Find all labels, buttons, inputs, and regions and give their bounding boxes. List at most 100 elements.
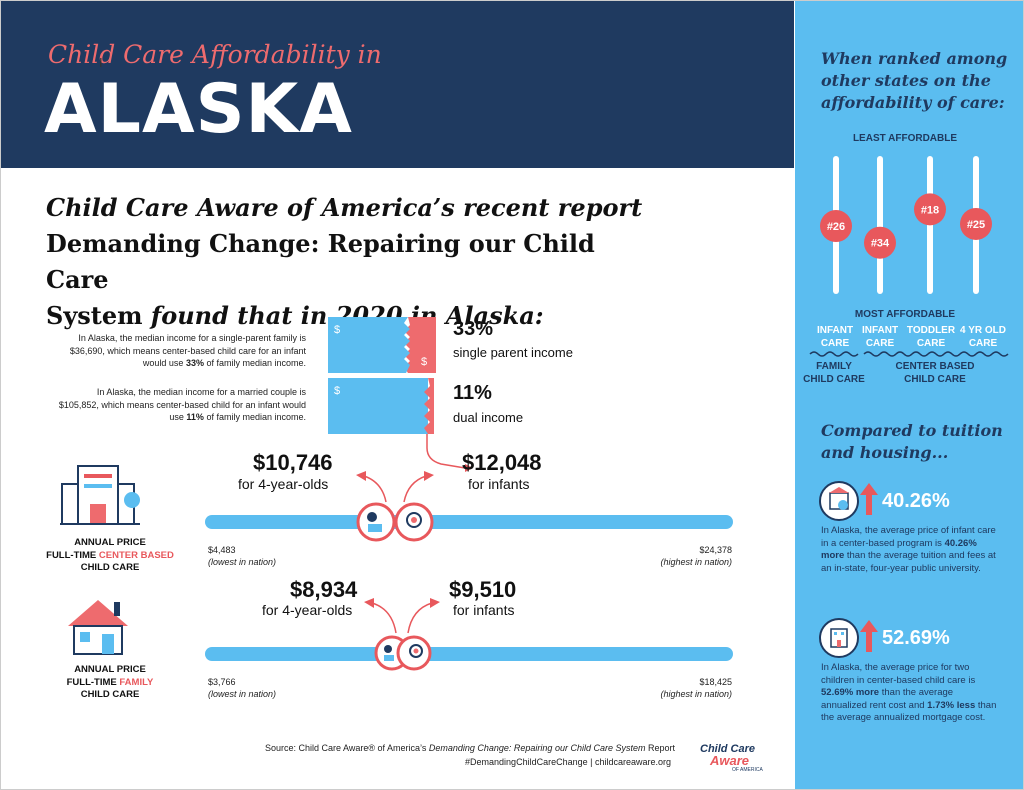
family-label-infant: for infants [453, 602, 515, 618]
group-family-label: FAMILY CHILD CARE [800, 360, 868, 386]
rank-col-4-line-1: 4 YR OLD [960, 325, 1006, 336]
group-braces [809, 351, 1009, 357]
family-category-line-2b: FAMILY [119, 676, 154, 688]
group-family-line-2: CHILD CARE [803, 374, 865, 385]
compare-title: Compared to tuition and housing... [821, 421, 1003, 462]
dual-income-dollar-blue: $ [334, 385, 340, 397]
rank-marker [914, 193, 946, 226]
family-category-label: ANNUAL PRICE FULL-TIME FAMILY CHILD CARE [40, 664, 180, 702]
single-income-dollar-coral: $ [421, 356, 427, 368]
family-label-4yr: for 4-year-olds [262, 602, 353, 618]
housing-percent: 52.69% [882, 627, 950, 649]
ranking-title: When ranked among other states on the af… [821, 49, 1008, 112]
family-price-range-bar [205, 647, 733, 661]
family-category-line-3: CHILD CARE [80, 689, 140, 700]
rank-col-2-line-2: CARE [865, 338, 895, 349]
rank-col-label-3: TODDLER CARE [902, 324, 960, 350]
tuition-percent: 40.26% [882, 490, 950, 512]
family-arrow-4yr [371, 602, 397, 634]
single-income-label: single parent income [453, 345, 573, 360]
family-high-note: (highest in nation) [660, 689, 732, 699]
center-price-range-bar [205, 515, 733, 529]
center-category-label: ANNUAL PRICE FULL-TIME CENTER BASED CHIL… [40, 537, 180, 575]
dual-income-text: In Alaska, the median income for a marri… [56, 386, 306, 424]
university-icon [819, 481, 859, 521]
family-category-line-1: ANNUAL PRICE [74, 664, 146, 675]
apartment-icon [819, 618, 859, 658]
up-arrow-icon [860, 620, 878, 652]
logo-child-care: Child Care [700, 743, 756, 755]
center-arrowhead-infant [424, 471, 434, 481]
rank-col-label-1: INFANT CARE [810, 324, 860, 350]
rank-col-4-line-2: CARE [968, 338, 998, 349]
rank-value-label: #18 [921, 204, 939, 216]
headline-line-1: Child Care Aware of America’s recent rep… [46, 193, 643, 222]
dual-income-text-c: of family median income. [203, 412, 306, 422]
center-price-infant: $12,048 [462, 450, 542, 475]
source-citation-title: Demanding Change: Repairing our Child Ca… [428, 743, 646, 753]
dual-income-text-a: In Alaska, the median income for a marri… [58, 387, 306, 422]
center-low-note: (lowest in nation) [208, 557, 277, 567]
center-category-line-1: ANNUAL PRICE [74, 537, 146, 548]
tuition-text-bold: 40.26% more [821, 537, 977, 562]
center-category-line-3: CHILD CARE [80, 562, 140, 573]
single-income-text-bold: 33% [185, 358, 204, 368]
single-income-text-a: In Alaska, the median income for a singl… [69, 333, 306, 368]
center-arrow-infant [403, 475, 427, 503]
dual-income-bar-coral [424, 378, 434, 434]
text-cursor-icon: Ι [99, 55, 103, 70]
page-title: ALASKA [44, 70, 353, 149]
tuition-text-a: In Alaska, the average price of infant c… [821, 525, 996, 549]
family-category-line-2: FULL-TIME FAMILY [40, 677, 180, 690]
housing-text-e: than the average annualized mortgage cos… [821, 699, 997, 724]
source-citation: Source: Child Care Aware® of America’s D… [230, 743, 675, 753]
family-arrow-infant [407, 602, 433, 634]
source-citation-a: Source: Child Care Aware® of America’s [264, 743, 429, 753]
family-price-4yr: $8,934 [290, 577, 358, 602]
dual-income-text-bold: 11% [186, 412, 204, 422]
up-arrow-icon [860, 483, 878, 515]
connector-arrowhead [465, 464, 473, 472]
center-category-line-2b: CENTER BASED [98, 549, 174, 561]
single-income-graphic: $ $ [328, 317, 436, 373]
rank-col-label-2: INFANT CARE [855, 324, 905, 350]
family-price-infant: $9,510 [449, 577, 517, 602]
family-marker-infant [396, 635, 432, 671]
logo-of-america: OF AMERICA [732, 767, 763, 773]
center-arrowhead-4yr [356, 471, 366, 481]
family-price-markers [364, 598, 440, 671]
center-arrow-4yr [363, 475, 387, 503]
rank-marker [820, 210, 852, 243]
building-icon [60, 465, 140, 525]
rank-value-label: #25 [967, 219, 985, 231]
single-income-text-c: of family median income. [203, 358, 306, 368]
group-family-line-1: FAMILY [816, 361, 852, 372]
header-kicker: Child Care Affordability in [48, 40, 382, 69]
house-icon [68, 600, 128, 655]
rank-col-1-line-1: INFANT [816, 325, 854, 336]
housing-text-bold: 52.69% more [821, 687, 880, 698]
rank-value-label: #26 [827, 221, 845, 233]
housing-text-c: than the average annualized rent cost an… [821, 687, 954, 711]
single-income-bar-coral [404, 317, 436, 373]
center-low-value: $4,483 [208, 545, 236, 555]
connector-arrow [426, 434, 473, 472]
dual-income-bar-blue [328, 378, 428, 434]
center-category-line-2a: FULL-TIME [46, 549, 99, 561]
center-category-line-2: FULL-TIME CENTER BASED [40, 550, 180, 563]
housing-text: In Alaska, the average price for two chi… [821, 662, 1001, 725]
tuition-text: In Alaska, the average price of infant c… [821, 525, 1001, 575]
family-high-value: $18,425 [699, 677, 732, 687]
group-center-label: CENTER BASED CHILD CARE [880, 360, 990, 386]
center-high-value: $24,378 [699, 545, 732, 555]
rank-marker [864, 226, 896, 259]
rank-col-1-line-2: CARE [820, 338, 850, 349]
logo-aware: Aware [710, 753, 750, 768]
headline-line-3-bold: System [46, 301, 143, 330]
rank-track [877, 156, 883, 294]
headline: Child Care Aware of America’s recent rep… [46, 190, 646, 334]
rank-col-2-line-1: INFANT [861, 325, 899, 336]
family-arrowhead-4yr [364, 598, 374, 608]
housing-text-a: In Alaska, the average price for two chi… [821, 662, 976, 686]
tuition-text-c: than the average tuition and fees at an … [821, 550, 996, 574]
